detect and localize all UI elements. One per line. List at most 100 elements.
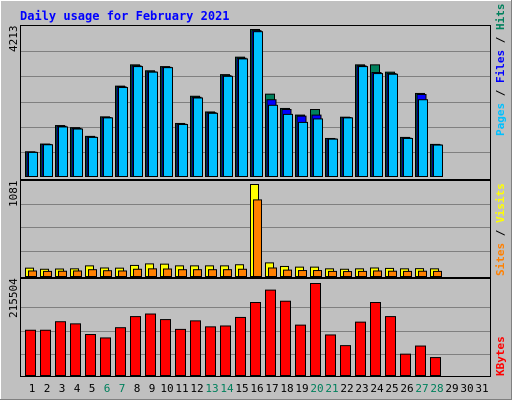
middle-bar-sites: [43, 270, 52, 277]
x-tick-label: 2: [44, 382, 51, 395]
x-tick-label: 22: [340, 382, 353, 395]
top-bar-pages: [238, 58, 248, 177]
x-tick-label: 9: [149, 382, 156, 395]
top-bar-pages: [268, 104, 278, 177]
top-bar-pages: [328, 138, 338, 177]
top-bar-pages: [178, 124, 188, 177]
x-tick-label: 13: [205, 382, 218, 395]
middle-bar-sites: [28, 270, 37, 277]
x-tick-label: 23: [355, 382, 368, 395]
bottom-bar-kbytes: [295, 324, 306, 376]
bottom-bar-kbytes: [400, 353, 411, 377]
legend-separator: /: [494, 223, 507, 243]
bottom-bar-kbytes: [25, 329, 36, 376]
top-bar-pages: [28, 151, 38, 177]
legend-hits: Hits: [494, 4, 507, 31]
middle-bar-sites: [178, 269, 187, 278]
top-bar-pages: [88, 136, 98, 177]
bottom-bar-kbytes: [85, 334, 96, 376]
top-bar-pages: [148, 71, 158, 177]
bottom-bar-kbytes: [100, 337, 111, 376]
x-tick-label: 30: [460, 382, 473, 395]
middle-bar-sites: [133, 268, 142, 278]
x-tick-label: 25: [385, 382, 398, 395]
middle-bar-sites: [343, 271, 352, 278]
bottom-bar-kbytes: [70, 323, 81, 377]
middle-bar-sites: [328, 270, 337, 277]
top-bar-pages: [343, 117, 353, 177]
legend-sites: Sites: [494, 243, 507, 276]
x-tick-label: 8: [134, 382, 141, 395]
bottom-bar-kbytes: [145, 313, 156, 377]
top-bar-pages: [358, 66, 368, 177]
top-bar-pages: [223, 75, 233, 177]
x-tick-label: 3: [59, 382, 66, 395]
bottom-bar-kbytes: [370, 301, 381, 376]
middle-bar-sites: [163, 268, 172, 278]
top-bar-pages: [373, 73, 383, 177]
top-bar-pages: [133, 66, 143, 177]
bottom-panel-ymax-label: 215504: [7, 278, 20, 318]
bottom-bar-kbytes: [325, 334, 336, 376]
bottom-bar-kbytes: [175, 328, 186, 377]
bottom-bar-kbytes: [310, 283, 321, 376]
top-bar-pages: [433, 144, 443, 177]
top-bar-pages: [73, 128, 83, 177]
middle-bar-sites: [118, 270, 127, 277]
middle-panel-axis-label: Sites / Visits: [494, 183, 507, 276]
top-bar-pages: [163, 67, 173, 177]
middle-panel-ymax-label: 1081: [7, 181, 20, 208]
top-bar-pages: [103, 117, 113, 177]
middle-bar-sites: [238, 268, 247, 278]
top-panel-axis-label: Pages / Files / Hits: [494, 4, 507, 137]
bottom-bar-kbytes: [265, 289, 276, 376]
legend-pages: Pages: [494, 103, 507, 136]
middle-bar-sites: [148, 268, 157, 277]
bottom-bar-kbytes: [205, 326, 216, 377]
bottom-bar-kbytes: [40, 329, 51, 376]
middle-bar-sites: [388, 270, 397, 278]
x-tick-label: 19: [295, 382, 308, 395]
top-bar-pages: [253, 31, 263, 177]
x-tick-label: 5: [89, 382, 96, 395]
middle-bar-sites: [73, 270, 82, 277]
middle-bar-sites: [313, 270, 322, 277]
top-bar-pages: [313, 118, 323, 177]
chart-title: Daily usage for February 2021: [20, 9, 230, 23]
top-panel-ymax-label: 4213: [7, 26, 20, 53]
middle-bar-sites: [193, 269, 202, 278]
middle-bar-sites: [358, 270, 367, 277]
middle-bar-sites: [103, 270, 112, 278]
x-tick-label: 1: [29, 382, 36, 395]
x-tick-label: 21: [325, 382, 338, 395]
legend-separator: /: [494, 30, 507, 50]
bottom-bar-kbytes: [220, 325, 231, 377]
top-bar-pages: [283, 113, 293, 177]
middle-bar-sites: [418, 270, 427, 278]
x-tick-label: 6: [104, 382, 111, 395]
x-tick-label: 4: [74, 382, 81, 395]
bottom-bar-kbytes: [115, 327, 126, 376]
bottom-bar-kbytes: [55, 321, 66, 376]
middle-bar-sites: [298, 270, 307, 277]
middle-bar-sites: [58, 270, 67, 278]
bottom-bar-kbytes: [415, 345, 426, 376]
x-tick-label: 15: [235, 382, 248, 395]
top-bar-pages: [43, 144, 53, 177]
middle-bar-sites: [208, 269, 217, 278]
x-tick-label: 27: [415, 382, 428, 395]
bottom-bar-kbytes: [280, 300, 291, 377]
bottom-bar-kbytes: [190, 320, 201, 376]
bottom-bar-kbytes: [340, 345, 351, 377]
middle-bar-sites: [403, 270, 412, 277]
top-bar-pages: [58, 126, 68, 178]
middle-bar-sites: [373, 270, 382, 277]
x-tick-label: 26: [400, 382, 413, 395]
bottom-bar-kbytes: [160, 319, 171, 377]
bottom-bar-kbytes: [250, 301, 261, 376]
x-tick-label: 10: [160, 382, 173, 395]
middle-bar-sites: [433, 270, 442, 277]
x-tick-label: 28: [430, 382, 443, 395]
bottom-bar-kbytes: [130, 316, 141, 377]
